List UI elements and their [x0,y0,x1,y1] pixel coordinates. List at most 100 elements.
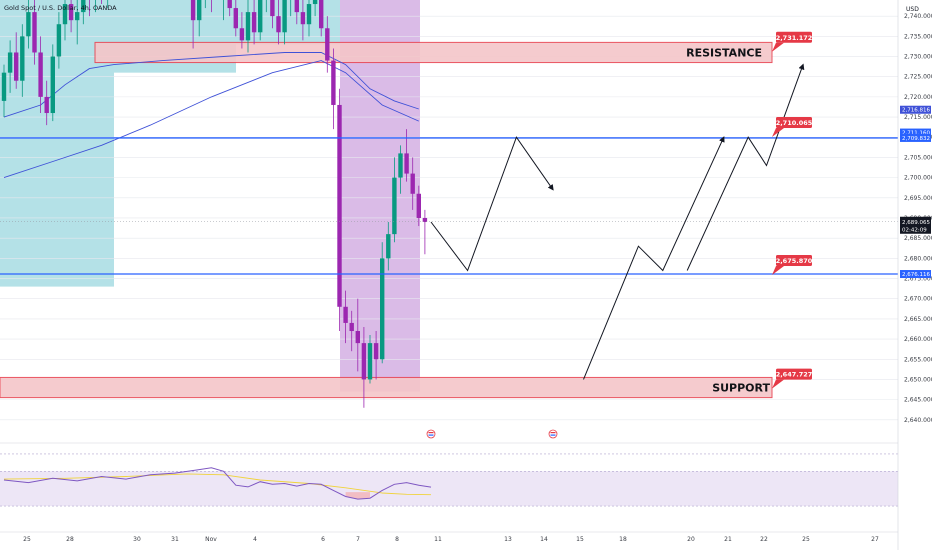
axis-price-badge: 2,709.832 [900,133,931,142]
teal-zone-top-right [236,0,340,45]
axis-price-badge: 2,716.816 [900,105,931,114]
candle-body [270,0,275,17]
chart-title: Gold Spot / U.S. Dollar, 4h, OANDA [4,4,117,12]
candle-body [20,36,25,81]
x-tick-label: 4 [253,536,257,543]
candle-body [32,12,37,53]
callout-box [776,368,812,380]
candle [294,0,299,25]
candle-body [361,343,367,380]
support-label: SUPPORT [712,382,770,395]
callout-text: 2,731.172 [776,34,813,42]
candle-body [319,0,324,29]
candle [107,0,109,9]
axis-price-badge: 2,676.116 [900,270,931,279]
candle [386,222,391,271]
candle-body [422,217,428,223]
candle [62,0,68,41]
candle-body [282,0,287,33]
candle-body [14,52,19,81]
candle-body [331,60,336,105]
candle-body [398,153,403,178]
candle [239,12,245,49]
x-tick-label: 25 [802,536,810,543]
candle [355,298,360,372]
y-tick-label: 2,700.000 [904,175,932,182]
candle [325,16,330,73]
callout-text: 2,647.727 [776,371,813,379]
x-tick-label: 15 [576,536,584,543]
y-tick-label: 2,695.000 [904,195,932,202]
x-tick-label: 7 [356,536,360,543]
callout-text: 2,675.870 [776,257,813,265]
candle [361,326,367,408]
candle-body [50,56,55,114]
candle [210,0,212,13]
y-tick-label: 2,650.000 [904,376,932,383]
x-tick-label: 8 [395,536,399,543]
event-flag-icon [426,429,436,439]
x-tick-label: 13 [504,536,512,543]
y-tick-label: 2,645.000 [904,397,932,404]
candle [319,0,324,37]
x-tick-label: 28 [66,536,74,543]
y-tick-label: 2,720.000 [904,94,932,101]
price-callout: 2,731.172 [772,31,813,52]
candle-body [38,52,43,97]
candle [56,12,62,69]
y-tick-label: 2,660.000 [904,336,932,343]
candle [265,0,267,13]
candle-body [245,12,251,41]
candle-body [343,306,348,323]
candle [32,0,37,65]
candle-body [312,0,318,5]
y-tick-label: 2,655.000 [904,356,932,363]
candle [20,24,25,97]
candle [223,0,225,21]
candle-body [81,0,86,13]
candle-body [306,4,312,25]
candle-body [410,173,415,194]
price-callout: 2,647.727 [772,368,813,389]
projected-path [686,63,805,271]
candle-body [325,28,330,61]
candle-body [355,331,360,344]
y-tick-label: 2,640.000 [904,417,932,424]
candle [50,44,55,122]
candle-body [227,0,232,9]
candle-body [294,0,299,13]
y-tick-label: 2,730.000 [904,54,932,61]
candle-body [7,52,13,73]
candle-body [300,12,306,25]
candle [422,209,428,255]
rsi-line [3,467,432,500]
candle [343,290,348,344]
candle-body [392,177,397,235]
candle-body [386,234,391,259]
candle [373,331,379,380]
axis-badge-text: 2,709.832 [902,136,930,142]
y-tick-label: 2,705.000 [904,154,932,161]
candle [290,0,292,17]
candle-body [373,343,379,360]
candle-body [416,193,421,218]
price-callout: 2,675.870 [772,255,813,276]
candle [1,64,7,118]
callout-box [776,31,812,43]
y-tick-label: 2,680.000 [904,255,932,262]
candle [89,0,90,17]
candle-body [75,12,80,21]
x-tick-label: 14 [540,536,548,543]
y-tick-label: 2,735.000 [904,33,932,40]
moving-average-line [3,60,419,179]
axis-badge-text: 2,716.816 [902,108,930,114]
currency-label: USD [906,6,919,13]
x-tick-label: 18 [619,536,627,543]
x-tick-label: 11 [434,536,442,543]
y-tick-label: 2,675.000 [904,276,932,283]
candle [95,0,96,13]
y-tick-label: 2,670.000 [904,296,932,303]
candle-body [276,16,281,33]
